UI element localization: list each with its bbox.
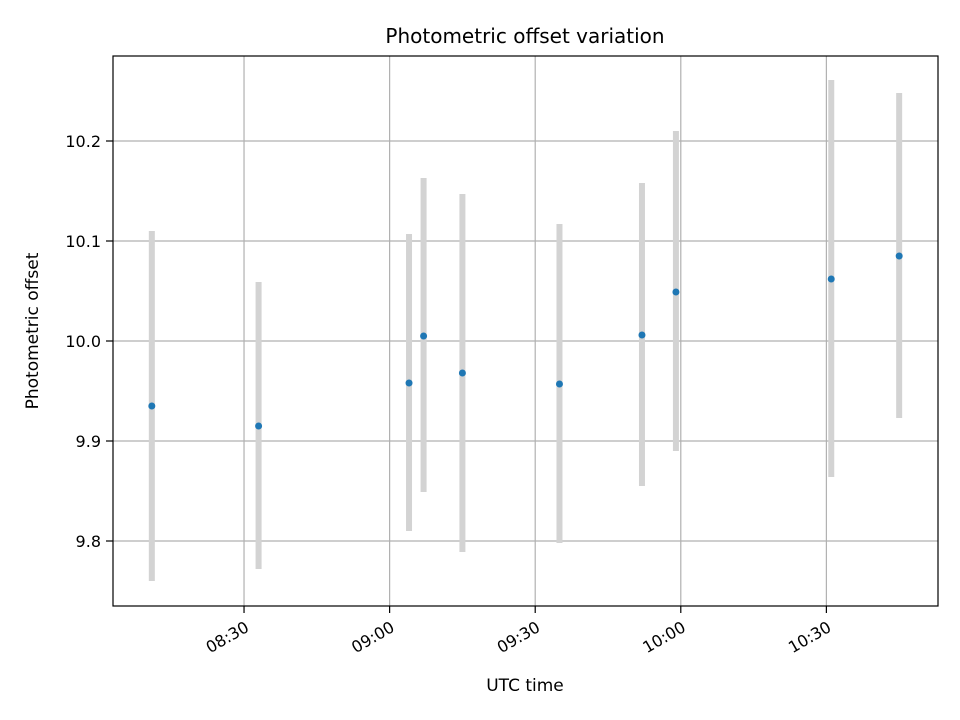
y-axis: 9.8 9.9 10.0 10.1 10.2 [65, 132, 113, 551]
y-tick-label: 10.2 [65, 132, 101, 151]
data-point [405, 379, 413, 387]
y-axis-label: Photometric offset [23, 252, 43, 409]
chart-title: Photometric offset variation [385, 24, 664, 48]
plot-frame [112, 55, 939, 607]
data-point [672, 288, 680, 296]
data-point [458, 369, 466, 377]
y-tick-label: 10.0 [65, 332, 101, 351]
grid [113, 56, 938, 606]
data-point [827, 275, 835, 283]
data-point [255, 422, 263, 430]
data-points [148, 252, 903, 430]
data-point [148, 402, 156, 410]
data-point [895, 252, 903, 260]
data-point [555, 380, 563, 388]
x-axis-label: UTC time [486, 676, 564, 696]
y-tick-label: 10.1 [65, 232, 101, 251]
y-tick-label: 9.9 [76, 432, 101, 451]
y-tick-label: 9.8 [76, 532, 101, 551]
plot-area [113, 56, 938, 606]
data-point [638, 331, 646, 339]
data-point [420, 332, 428, 340]
